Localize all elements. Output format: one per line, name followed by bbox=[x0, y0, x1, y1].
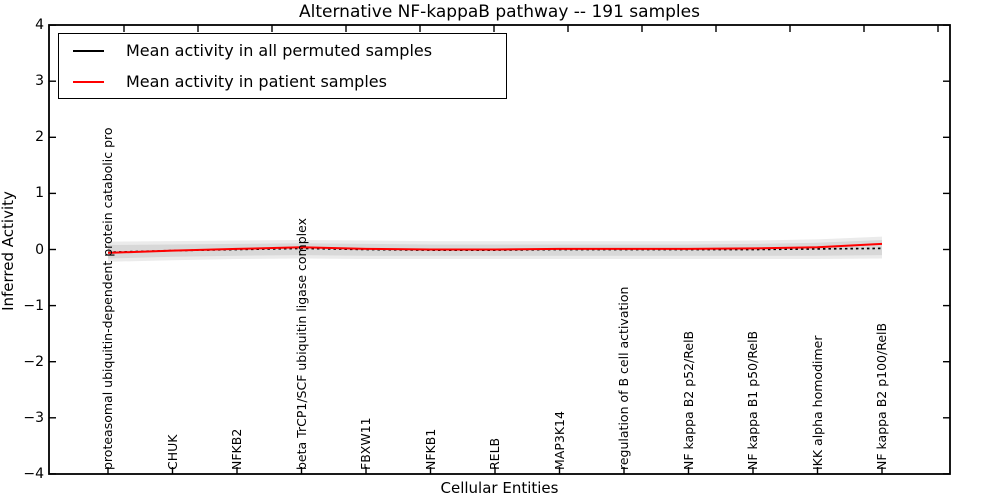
legend-label-permuted: Mean activity in all permuted samples bbox=[126, 41, 433, 60]
patient-line-sample bbox=[73, 80, 104, 83]
x-category-label: IKK alpha homodimer bbox=[809, 335, 825, 471]
x-category-label: NF kappa B1 p50/RelB bbox=[745, 330, 760, 470]
chart-title: Alternative NF-kappaB pathway -- 191 sam… bbox=[299, 2, 700, 22]
x-category-label: NFKB2 bbox=[229, 428, 244, 470]
x-category-label: FBXW11 bbox=[358, 417, 373, 470]
y-tick-label: −1 bbox=[23, 297, 44, 314]
y-tick-label: −4 bbox=[23, 465, 44, 482]
y-tick-label: 4 bbox=[35, 17, 44, 34]
patient-series-line bbox=[107, 242, 883, 254]
y-tick-label: 2 bbox=[35, 129, 44, 146]
legend-item-patient: Mean activity in patient samples bbox=[59, 66, 506, 97]
x-category-label: CHUK bbox=[164, 434, 180, 470]
legend: Mean activity in all permuted samples Me… bbox=[58, 33, 507, 99]
y-tick-label: 1 bbox=[35, 185, 44, 202]
legend-item-permuted: Mean activity in all permuted samples bbox=[59, 35, 506, 66]
permuted-line-sample bbox=[73, 49, 104, 52]
y-tick-label: −2 bbox=[23, 353, 44, 370]
y-tick-label: −3 bbox=[23, 409, 44, 426]
x-category-label: NF kappa B2 p52/RelB bbox=[680, 330, 696, 470]
x-category-label: NF kappa B2 p100/RelB bbox=[874, 322, 889, 470]
x-axis-label: Cellular Entities bbox=[440, 479, 559, 497]
x-category-label: RELB bbox=[487, 437, 502, 470]
y-tick-label: 3 bbox=[35, 73, 44, 90]
axis-ticks bbox=[49, 24, 950, 475]
legend-label-patient: Mean activity in patient samples bbox=[126, 72, 387, 91]
x-category-label: regulation of B cell activation bbox=[616, 286, 631, 470]
x-category-label: proteasomal ubiquitin-dependent protein … bbox=[100, 127, 115, 470]
x-category-label: MAP3K14 bbox=[551, 411, 567, 470]
x-category-label: beta TrCP1/SCF ubiquitin ligase complex bbox=[293, 218, 309, 470]
x-category-label: NFKB1 bbox=[422, 428, 438, 470]
y-tick-label: 0 bbox=[35, 241, 44, 258]
